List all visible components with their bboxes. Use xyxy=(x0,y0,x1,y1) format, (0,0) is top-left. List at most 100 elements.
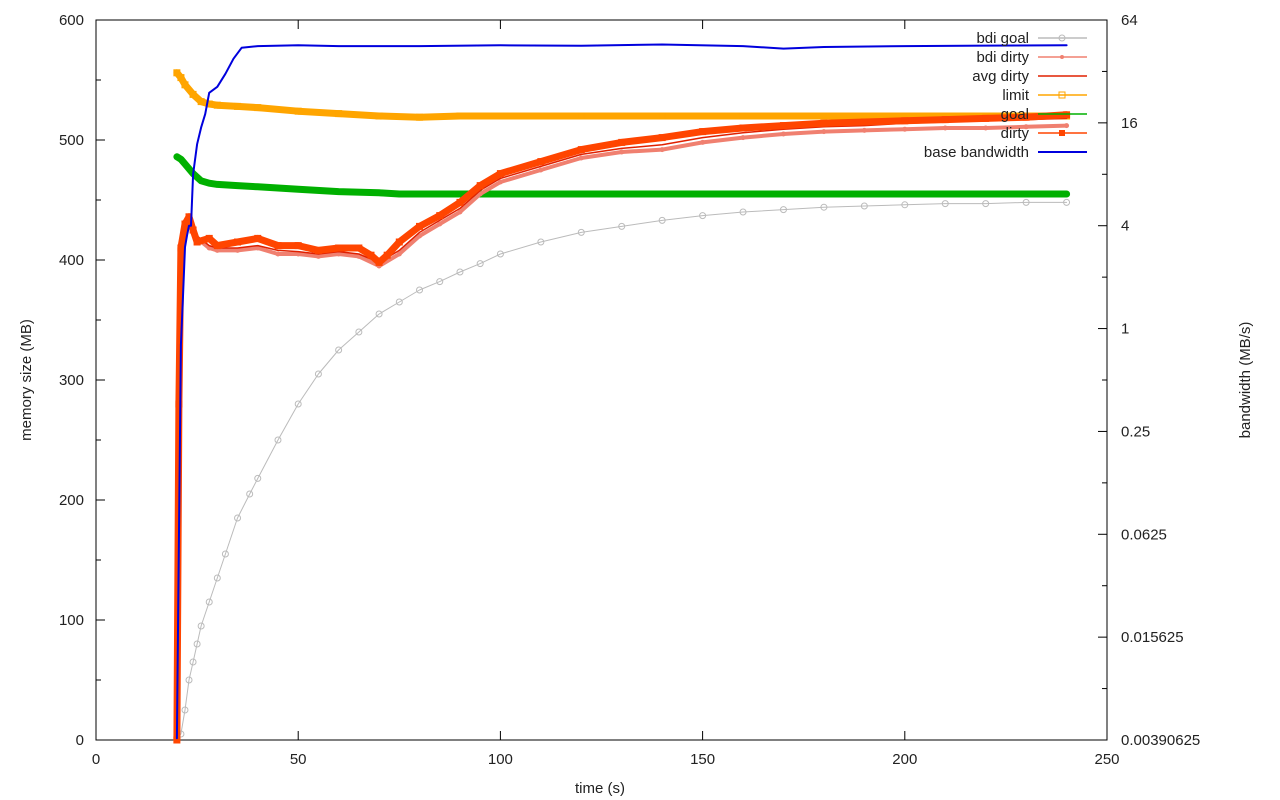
data-point xyxy=(456,268,464,276)
data-point xyxy=(740,135,746,141)
data-point xyxy=(699,212,707,220)
data-point xyxy=(375,258,383,266)
y-tick-label: 300 xyxy=(59,372,84,389)
data-point xyxy=(578,155,584,161)
data-point xyxy=(618,138,626,146)
data-point xyxy=(234,514,242,522)
data-point xyxy=(476,260,484,268)
data-point xyxy=(214,247,220,253)
data-point xyxy=(173,736,181,744)
data-point xyxy=(315,253,321,259)
data-point xyxy=(901,201,909,209)
data-point xyxy=(779,122,787,130)
data-point xyxy=(860,202,868,210)
data-point xyxy=(335,244,343,252)
data-point xyxy=(659,147,665,153)
y-tick-label: 400 xyxy=(59,252,84,269)
y-tick-label: 200 xyxy=(59,492,84,509)
data-point xyxy=(902,126,908,132)
data-point xyxy=(941,200,949,208)
data-point xyxy=(497,179,503,185)
data-point xyxy=(294,242,302,250)
legend-label-avg-dirty: avg dirty xyxy=(972,68,1029,85)
data-point xyxy=(205,234,213,242)
legend: bdi goal bdi dirty avg dirty limit goal dirty… xyxy=(924,30,1087,161)
data-point xyxy=(213,574,221,582)
legend-marker xyxy=(1060,55,1064,59)
data-point xyxy=(294,400,302,408)
data-point xyxy=(254,234,262,242)
data-point xyxy=(456,112,464,120)
data-point xyxy=(537,158,545,166)
data-point xyxy=(181,220,189,228)
data-point xyxy=(177,74,185,82)
data-point xyxy=(416,222,424,230)
data-point xyxy=(295,251,301,257)
data-point xyxy=(234,102,242,110)
data-point xyxy=(699,128,707,136)
series-line-bdi-goal xyxy=(176,201,1068,741)
data-point xyxy=(355,244,363,252)
data-point xyxy=(417,233,423,239)
legend-marker xyxy=(1058,34,1066,42)
data-point xyxy=(618,222,626,230)
data-point xyxy=(1022,113,1030,121)
data-point xyxy=(436,278,444,286)
data-point xyxy=(416,286,424,294)
y2-tick-label: 1 xyxy=(1121,321,1129,338)
y-tick-label: 100 xyxy=(59,612,84,629)
data-point xyxy=(779,206,787,214)
data-point xyxy=(700,139,706,145)
data-point xyxy=(235,247,241,253)
data-point xyxy=(437,221,443,227)
data-point xyxy=(739,124,747,132)
data-point xyxy=(314,370,322,378)
data-point xyxy=(901,117,909,125)
data-point xyxy=(189,658,197,666)
data-point xyxy=(383,251,391,259)
legend-label-bdi-dirty: bdi dirty xyxy=(976,49,1029,66)
data-point xyxy=(274,242,282,250)
legend-marker xyxy=(1059,130,1065,136)
data-point xyxy=(538,167,544,173)
data-point xyxy=(197,98,205,106)
data-point xyxy=(221,550,229,558)
data-point xyxy=(436,212,444,220)
data-point xyxy=(780,131,786,137)
data-point xyxy=(577,112,585,120)
data-point xyxy=(185,213,193,221)
data-point xyxy=(942,125,948,131)
series-bdi-dirty xyxy=(174,123,1070,743)
series-line-dirty xyxy=(173,111,1071,744)
data-point xyxy=(395,298,403,306)
x-axis-title: time (s) xyxy=(575,780,625,797)
data-point xyxy=(739,112,747,120)
data-point xyxy=(255,245,261,251)
legend-label-limit: limit xyxy=(1002,87,1029,104)
data-point xyxy=(860,118,868,126)
bottom-axis: 0 50 100 150 200 250 xyxy=(92,20,1120,768)
y2-tick-label: 4 xyxy=(1121,218,1129,235)
legend-label-base-bandwidth: base bandwidth xyxy=(924,144,1029,161)
data-point xyxy=(658,134,666,142)
data-point xyxy=(274,436,282,444)
left-axis: 0 100 200 300 400 500 600 xyxy=(59,12,105,749)
data-point xyxy=(941,116,949,124)
x-tick-label: 250 xyxy=(1094,751,1119,768)
data-point xyxy=(1063,198,1071,206)
y2-tick-label: 0.015625 xyxy=(1121,629,1184,646)
series-layer xyxy=(173,43,1071,744)
data-point xyxy=(205,598,213,606)
series-avg-dirty xyxy=(176,117,1068,741)
data-point xyxy=(820,119,828,127)
x-tick-label: 50 xyxy=(290,751,307,768)
data-point xyxy=(193,640,201,648)
data-point xyxy=(355,328,363,336)
y2-axis-title: bandwidth (MB/s) xyxy=(1237,322,1254,439)
data-point xyxy=(185,676,193,684)
data-point xyxy=(177,244,185,252)
data-point xyxy=(820,112,828,120)
y2-tick-label: 0.0625 xyxy=(1121,526,1167,543)
data-point xyxy=(983,125,989,131)
